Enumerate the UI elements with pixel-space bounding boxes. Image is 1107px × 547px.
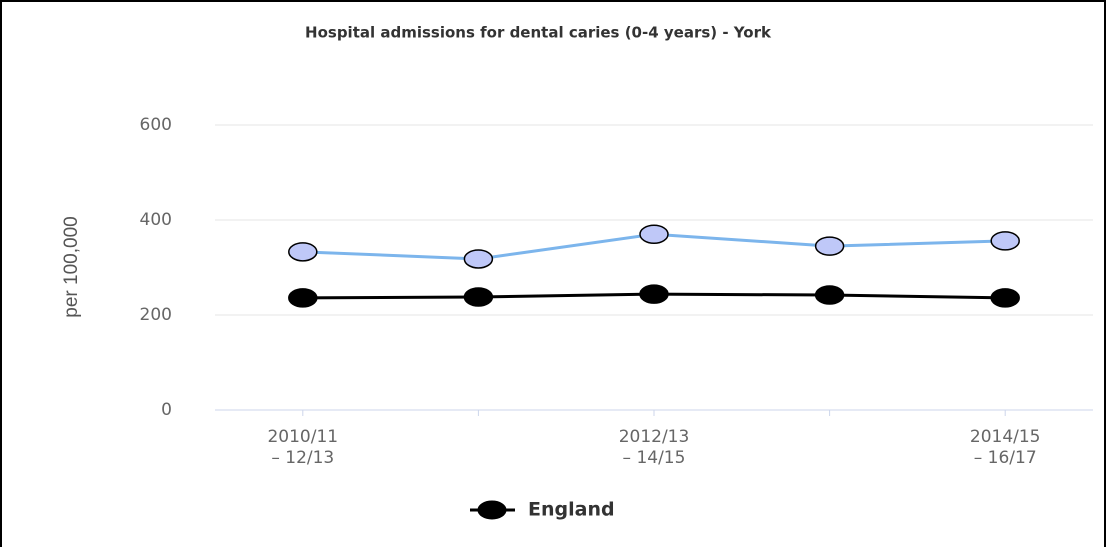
- x-tick-label: 2010/11: [267, 427, 338, 447]
- data-point: [990, 231, 1020, 251]
- y-tick-label: 0: [161, 400, 172, 420]
- legend-label: England: [528, 499, 615, 521]
- data-point: [463, 249, 494, 269]
- data-point: [814, 236, 845, 256]
- x-tick-label: 2012/13: [619, 427, 690, 447]
- y-tick-label: 600: [140, 115, 172, 135]
- data-point: [639, 284, 669, 304]
- data-point: [814, 285, 845, 305]
- x-tick-label: – 12/13: [271, 448, 334, 468]
- x-tick-label: – 16/17: [974, 448, 1037, 468]
- x-tick-label: 2014/15: [970, 427, 1041, 447]
- data-point: [990, 288, 1020, 308]
- x-tick-label: – 14/15: [623, 448, 686, 468]
- y-tick-label: 200: [140, 305, 172, 325]
- data-point: [639, 224, 669, 244]
- y-tick-label: 400: [140, 210, 172, 230]
- legend-marker: [477, 500, 507, 520]
- data-point: [288, 288, 318, 308]
- y-axis-label: per 100,000: [61, 216, 82, 317]
- chart-title: Hospital admissions for dental caries (0…: [305, 24, 772, 42]
- data-point: [463, 287, 494, 307]
- data-point: [288, 242, 318, 262]
